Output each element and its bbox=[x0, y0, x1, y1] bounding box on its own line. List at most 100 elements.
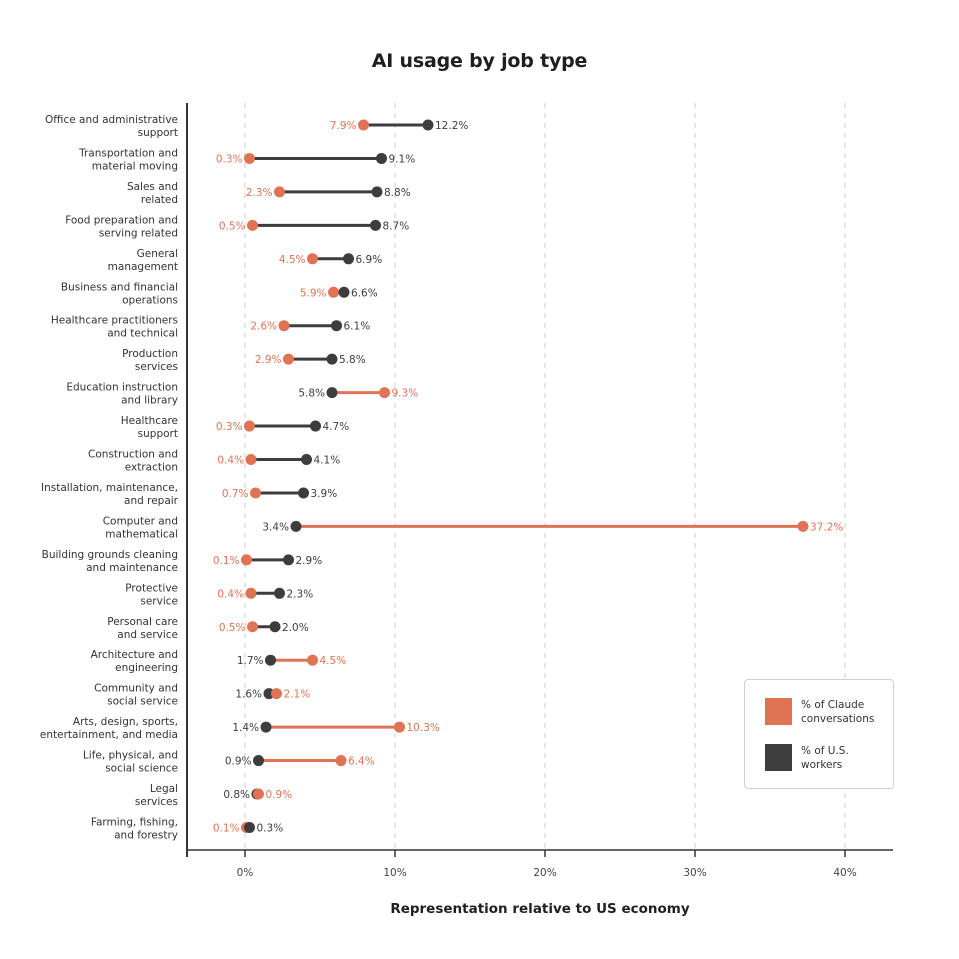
workers-dot bbox=[343, 253, 354, 265]
workers-value-label: 4.1% bbox=[314, 455, 341, 467]
x-tick-label: 10% bbox=[383, 867, 406, 879]
x-axis-label: Representation relative to US economy bbox=[390, 901, 690, 917]
workers-value-label: 1.4% bbox=[232, 722, 259, 734]
workers-value-label: 3.9% bbox=[311, 488, 338, 500]
chart-title: AI usage by job type bbox=[371, 50, 588, 72]
category-label: Office and administrative support bbox=[45, 114, 178, 139]
category-label: Education instruction and library bbox=[66, 382, 178, 407]
workers-value-label: 0.3% bbox=[257, 822, 284, 834]
dumbbell-row: 0.8% 0.9% bbox=[223, 788, 292, 801]
workers-value-label: 6.9% bbox=[356, 254, 383, 266]
workers-value-label: 0.9% bbox=[225, 756, 252, 768]
workers-dot bbox=[370, 219, 381, 231]
workers-value-label: 6.6% bbox=[351, 287, 378, 299]
workers-dot bbox=[260, 721, 272, 733]
legend-swatch-workers bbox=[765, 744, 792, 771]
claude-dot bbox=[379, 387, 390, 399]
workers-dot bbox=[310, 420, 321, 432]
x-tick-label: 20% bbox=[533, 867, 556, 879]
dumbbell-row: 0.7% 3.9% bbox=[222, 487, 337, 500]
workers-dot bbox=[283, 554, 294, 566]
dumbbell-row: 0.1% 0.3% bbox=[213, 821, 284, 834]
claude-value-label: 5.9% bbox=[300, 287, 327, 299]
dumbbell-row: 0.4% 4.1% bbox=[217, 454, 340, 467]
dumbbell-row: 0.5% 2.0% bbox=[219, 621, 309, 634]
claude-value-label: 0.5% bbox=[219, 622, 246, 634]
category-label: Sales and related bbox=[127, 181, 178, 206]
workers-value-label: 5.8% bbox=[339, 354, 366, 366]
x-ticks: 0% 10% 20% 30% 40% bbox=[237, 850, 857, 879]
claude-dot bbox=[245, 454, 257, 465]
claude-value-label: 0.7% bbox=[222, 488, 249, 500]
workers-dot bbox=[290, 520, 302, 532]
workers-dot bbox=[422, 119, 434, 131]
workers-dot bbox=[244, 821, 255, 833]
claude-value-label: 0.1% bbox=[213, 555, 240, 567]
workers-dot bbox=[326, 353, 338, 365]
category-label: General management bbox=[108, 248, 178, 273]
claude-value-label: 7.9% bbox=[330, 120, 357, 132]
category-label: Installation, maintenance, and repair bbox=[41, 482, 179, 507]
category-label: Building grounds cleaning and maintenance bbox=[42, 549, 178, 574]
category-label: Production services bbox=[122, 348, 178, 373]
claude-dot bbox=[253, 788, 264, 800]
claude-dot bbox=[247, 621, 258, 633]
category-label: Transportation and material moving bbox=[78, 147, 178, 172]
claude-dot bbox=[328, 286, 339, 298]
claude-value-label: 2.6% bbox=[250, 321, 277, 333]
workers-value-label: 8.7% bbox=[383, 220, 410, 232]
category-label: Construction and extraction bbox=[88, 449, 178, 474]
workers-value-label: 9.1% bbox=[389, 153, 416, 165]
claude-dot bbox=[250, 487, 261, 499]
claude-dot bbox=[247, 219, 258, 231]
category-label: Architecture and engineering bbox=[91, 649, 178, 674]
category-label: Protective service bbox=[125, 582, 178, 607]
legend-item-workers: % of U.S. workers bbox=[765, 744, 887, 772]
claude-value-label: 2.9% bbox=[255, 354, 282, 366]
workers-dot bbox=[274, 587, 285, 599]
category-label: Community and social service bbox=[94, 683, 178, 708]
dumbbell-row: 1.6% 2.1% bbox=[235, 688, 310, 701]
category-label: Computer and mathematical bbox=[103, 515, 178, 540]
legend: % of Claude conversations % of U.S. work… bbox=[744, 679, 894, 789]
category-label: Healthcare practitioners and technical bbox=[51, 315, 178, 340]
dumbbell-row: 5.9% 6.6% bbox=[300, 286, 378, 299]
dumbbell-row: 2.9% 5.8% bbox=[255, 353, 366, 366]
workers-value-label: 5.8% bbox=[298, 388, 325, 400]
x-tick-label: 0% bbox=[237, 867, 254, 879]
category-label: Business and financial operations bbox=[61, 281, 178, 306]
dumbbell-row: 0.3% 4.7% bbox=[216, 420, 350, 433]
x-tick-label: 40% bbox=[833, 867, 856, 879]
dumbbell-row: 0.3% 9.1% bbox=[216, 152, 416, 165]
workers-dot bbox=[371, 186, 383, 198]
workers-value-label: 6.1% bbox=[344, 321, 371, 333]
legend-item-claude: % of Claude conversations bbox=[765, 698, 887, 726]
claude-dot bbox=[307, 253, 318, 265]
dumbbell-row: 0.1% 2.9% bbox=[213, 554, 322, 567]
workers-value-label: 1.7% bbox=[237, 655, 264, 667]
workers-dot bbox=[265, 654, 276, 666]
workers-dot bbox=[298, 487, 309, 499]
claude-dot bbox=[307, 654, 318, 666]
claude-dot bbox=[244, 420, 255, 432]
claude-value-label: 0.4% bbox=[217, 455, 244, 467]
claude-value-label: 37.2% bbox=[810, 521, 843, 533]
claude-dot bbox=[245, 587, 257, 599]
dumbbell-row: 1.4% 10.3% bbox=[232, 721, 440, 734]
claude-value-label: 10.3% bbox=[407, 722, 440, 734]
workers-dot bbox=[326, 387, 338, 399]
claude-dot bbox=[278, 320, 290, 332]
category-label: Arts, design, sports, entertainment, and … bbox=[40, 716, 178, 741]
workers-dot bbox=[376, 152, 387, 164]
workers-dot bbox=[269, 621, 281, 633]
workers-value-label: 4.7% bbox=[323, 421, 350, 433]
workers-value-label: 2.0% bbox=[282, 622, 309, 634]
category-label: Food preparation and serving related bbox=[65, 214, 178, 239]
dumbbell-row: 4.5% 6.9% bbox=[279, 253, 382, 266]
claude-value-label: 0.3% bbox=[216, 153, 243, 165]
workers-value-label: 3.4% bbox=[262, 521, 289, 533]
workers-dot bbox=[331, 320, 342, 332]
workers-dot bbox=[301, 454, 312, 465]
dumbbells: 7.9% 12.2% 0.3% 9.1% 2.3% 8.8% 0.5% 8.7% 4.5% 6.9… bbox=[213, 119, 843, 834]
